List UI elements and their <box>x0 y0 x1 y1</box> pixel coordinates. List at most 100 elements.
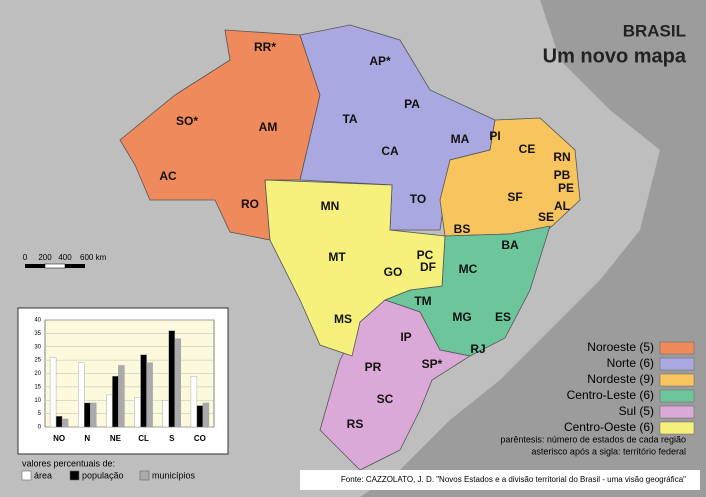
note: asterisco após a sigla: território feder… <box>531 446 686 456</box>
x-tick-label: CO <box>194 434 206 443</box>
chart-legend-label: municípios <box>152 470 196 480</box>
regions <box>119 24 581 471</box>
state-label: TO <box>410 192 426 206</box>
y-tick-label: 40 <box>34 318 41 324</box>
state-label: SP* <box>422 357 443 371</box>
state-label: AC <box>159 169 177 183</box>
bar <box>168 330 175 428</box>
legend-label: Nordeste (9) <box>587 372 654 386</box>
scale-segment <box>25 264 45 268</box>
state-label: SF <box>507 190 522 204</box>
scale-label: 600 km <box>80 253 107 262</box>
state-label: CA <box>381 144 399 158</box>
state-label: GO <box>384 265 403 279</box>
state-label: MS <box>334 312 352 326</box>
state-label: RN <box>553 150 570 164</box>
legend-swatch <box>659 421 695 435</box>
legend: Noroeste (5) Norte (6) Nordeste (9) Centro-… <box>564 340 695 435</box>
legend-label: Noroeste (5) <box>587 340 654 354</box>
x-tick-label: CL <box>138 434 149 443</box>
chart-legend-label: área <box>34 470 52 480</box>
title: BRASIL <box>623 21 686 40</box>
bar <box>61 418 69 428</box>
state-label: AL <box>554 199 570 213</box>
legend-swatch <box>659 373 695 387</box>
bar <box>162 400 169 428</box>
bar <box>49 357 57 428</box>
scale-label: 200 <box>38 253 52 262</box>
bar <box>174 338 181 428</box>
state-label: IP <box>400 330 411 344</box>
state-label: MA <box>451 132 470 146</box>
source-box <box>300 470 700 490</box>
y-tick-label: 0 <box>38 425 42 431</box>
state-label: AM <box>259 120 278 134</box>
state-label: SE <box>538 210 554 224</box>
y-tick-label: 30 <box>34 344 41 350</box>
scale-bar: 0 200 400 600 km <box>23 253 107 269</box>
x-tick-label: NE <box>110 434 122 443</box>
bar <box>190 375 198 428</box>
state-label: ES <box>495 310 511 324</box>
scale-label: 400 <box>58 253 72 262</box>
state-label: BA <box>501 238 519 252</box>
bar <box>78 362 85 428</box>
chart-legend-swatch <box>69 470 80 481</box>
legend-label: Centro-Oeste (6) <box>564 420 654 434</box>
state-label: PC <box>417 248 434 262</box>
state-label: RR* <box>254 40 276 54</box>
state-label: AP* <box>369 54 391 68</box>
chart-legend-swatch <box>139 470 150 481</box>
x-tick-label: N <box>84 434 90 443</box>
x-tick-label: S <box>169 434 175 443</box>
state-label: TA <box>342 112 357 126</box>
x-tick-label: NO <box>53 434 65 443</box>
note: parêntesis: número de estados de cada re… <box>500 434 686 444</box>
chart-legend-swatch <box>21 470 32 481</box>
bar <box>84 402 91 428</box>
legend-label: Sul (5) <box>619 404 654 418</box>
bar <box>118 365 125 428</box>
bar <box>202 402 210 428</box>
y-tick-label: 25 <box>34 358 41 364</box>
state-label: MC <box>459 262 478 276</box>
bar <box>55 416 63 428</box>
state-label: TM <box>414 294 431 308</box>
legend-swatch <box>659 405 695 419</box>
y-tick-label: 10 <box>34 398 41 404</box>
state-label: DF <box>420 260 436 274</box>
state-label: PE <box>558 181 574 195</box>
scale-segment <box>65 264 85 268</box>
chart-legend-label: população <box>82 470 124 480</box>
state-label: PB <box>554 168 571 182</box>
state-label: PA <box>404 97 420 111</box>
legend-swatch <box>659 341 695 355</box>
subtitle: Um novo mapa <box>543 45 687 67</box>
bar <box>106 394 113 428</box>
scale-segment <box>44 263 66 269</box>
inset-chart: 0 5 10 15 20 25 30 35 40 NO N NE CL S CO valores percen… <box>21 318 215 481</box>
y-tick-label: 35 <box>34 331 41 337</box>
y-tick-label: 5 <box>38 411 42 417</box>
state-label: PR <box>365 360 382 374</box>
bar <box>134 397 141 428</box>
region <box>319 299 472 471</box>
source: Fonte: CAZZOLATO, J. D. "Novos Estados e… <box>341 475 686 484</box>
state-label: MN <box>321 199 340 213</box>
legend-label: Norte (6) <box>607 356 654 370</box>
scale-label: 0 <box>23 253 28 262</box>
state-label: MT <box>328 250 346 264</box>
state-label: RS <box>347 417 364 431</box>
chart-title: valores percentuais de: <box>22 458 115 468</box>
state-label: BS <box>454 222 471 236</box>
state-label: RO <box>241 197 259 211</box>
bar <box>112 375 119 428</box>
y-tick-label: 15 <box>34 384 41 390</box>
state-label: SO* <box>176 114 198 128</box>
state-label: CE <box>519 142 536 156</box>
state-label: SC <box>377 392 394 406</box>
legend-swatch <box>659 357 695 371</box>
legend-label: Centro-Leste (6) <box>567 388 654 402</box>
legend-swatch <box>659 389 695 403</box>
